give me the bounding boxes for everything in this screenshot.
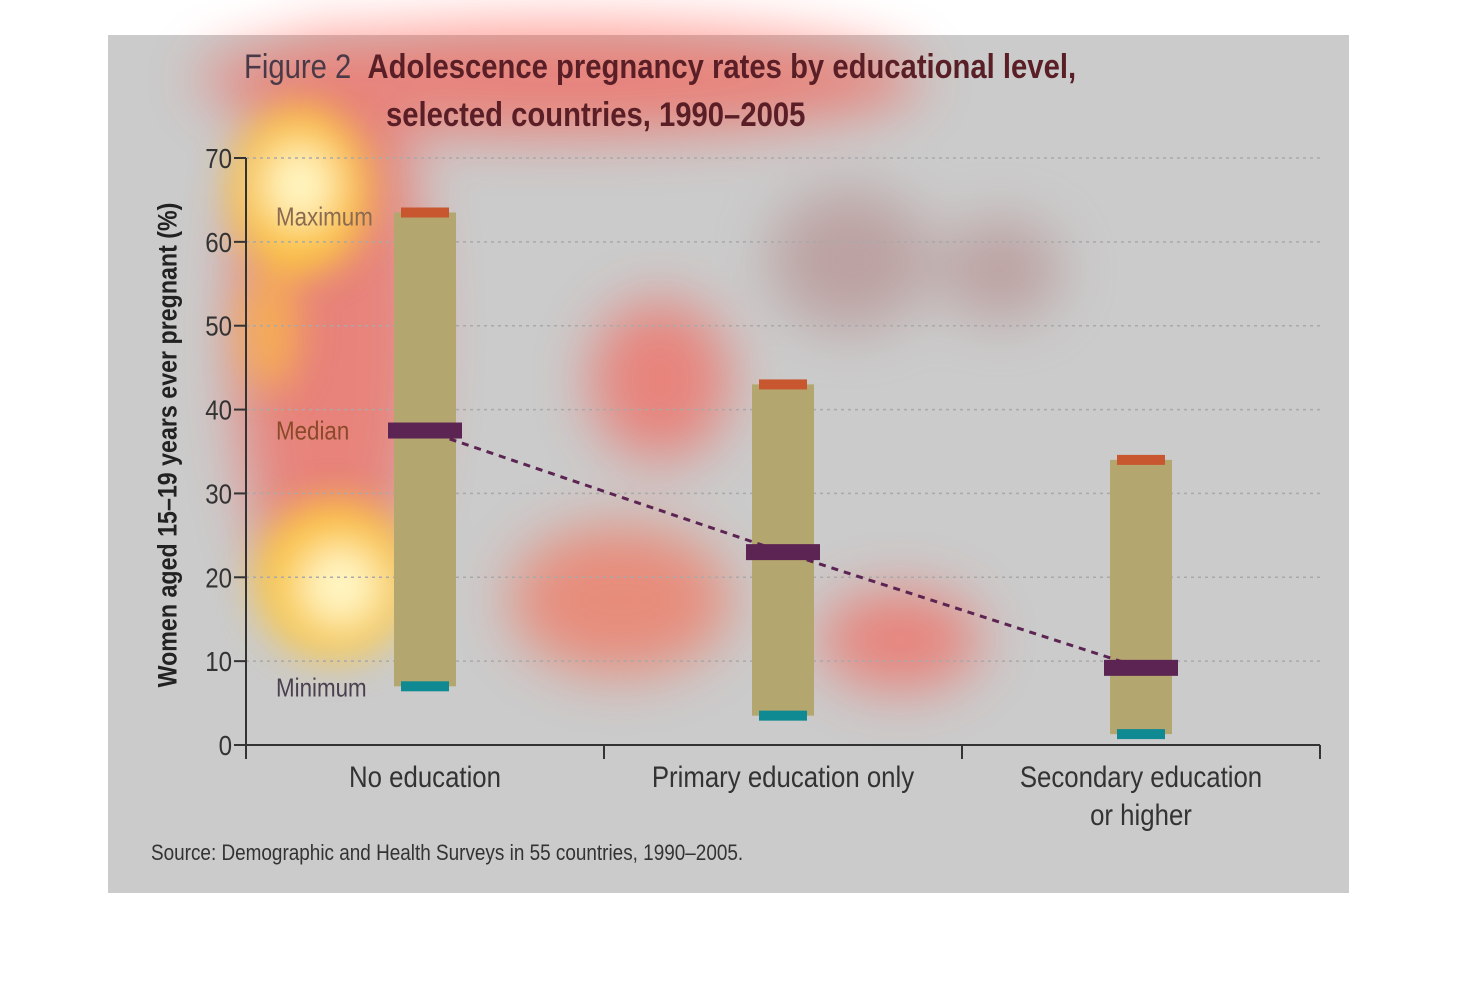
x-category-label: Primary education only: [652, 760, 914, 793]
minimum-marker: [401, 681, 449, 692]
y-tick-label: 20: [205, 562, 232, 594]
maximum-marker: [401, 207, 449, 218]
annotation-maximum: Maximum: [276, 203, 373, 232]
maximum-marker: [1117, 454, 1165, 465]
median-marker: [388, 422, 462, 439]
median-marker: [746, 544, 820, 561]
annotation-minimum: Minimum: [276, 674, 367, 703]
range-bar: [394, 212, 456, 687]
chart-marks: [388, 207, 1178, 740]
x-category-label: No education: [349, 760, 501, 793]
annotation-median: Median: [276, 417, 349, 446]
y-tick-label: 50: [205, 310, 232, 342]
y-tick-label: 70: [205, 142, 232, 174]
source-note: Source: Demographic and Health Surveys i…: [151, 840, 744, 865]
chart-labels: 0 10 20 30 40 50 60 70 Maximum Median Minimum No ed…: [205, 142, 1262, 831]
chart-title-line1: Figure 2 Adolescence pregnancy rates by …: [244, 48, 1076, 87]
y-tick-label: 60: [205, 226, 232, 258]
minimum-marker: [1117, 729, 1165, 740]
title-text-2: selected countries, 1990–2005: [386, 96, 806, 134]
minimum-marker: [759, 710, 807, 721]
range-bar: [1110, 459, 1172, 735]
title-text-1: Adolescence pregnancy rates by education…: [367, 48, 1077, 86]
x-category-label: or higher: [1090, 798, 1192, 831]
median-marker: [1104, 659, 1178, 676]
y-tick-label: 30: [205, 478, 232, 510]
x-category-label: Secondary education: [1020, 760, 1262, 793]
y-axis-label-text: Women aged 15–19 years ever pregnant (%): [152, 202, 183, 688]
axes: [234, 157, 1321, 759]
maximum-marker: [759, 379, 807, 390]
figure-label: Figure 2: [244, 48, 352, 86]
y-tick-label: 10: [205, 645, 232, 677]
chart-title-line2: selected countries, 1990–2005: [386, 96, 805, 135]
y-tick-label: 0: [219, 729, 232, 761]
y-tick-label: 40: [205, 394, 232, 426]
